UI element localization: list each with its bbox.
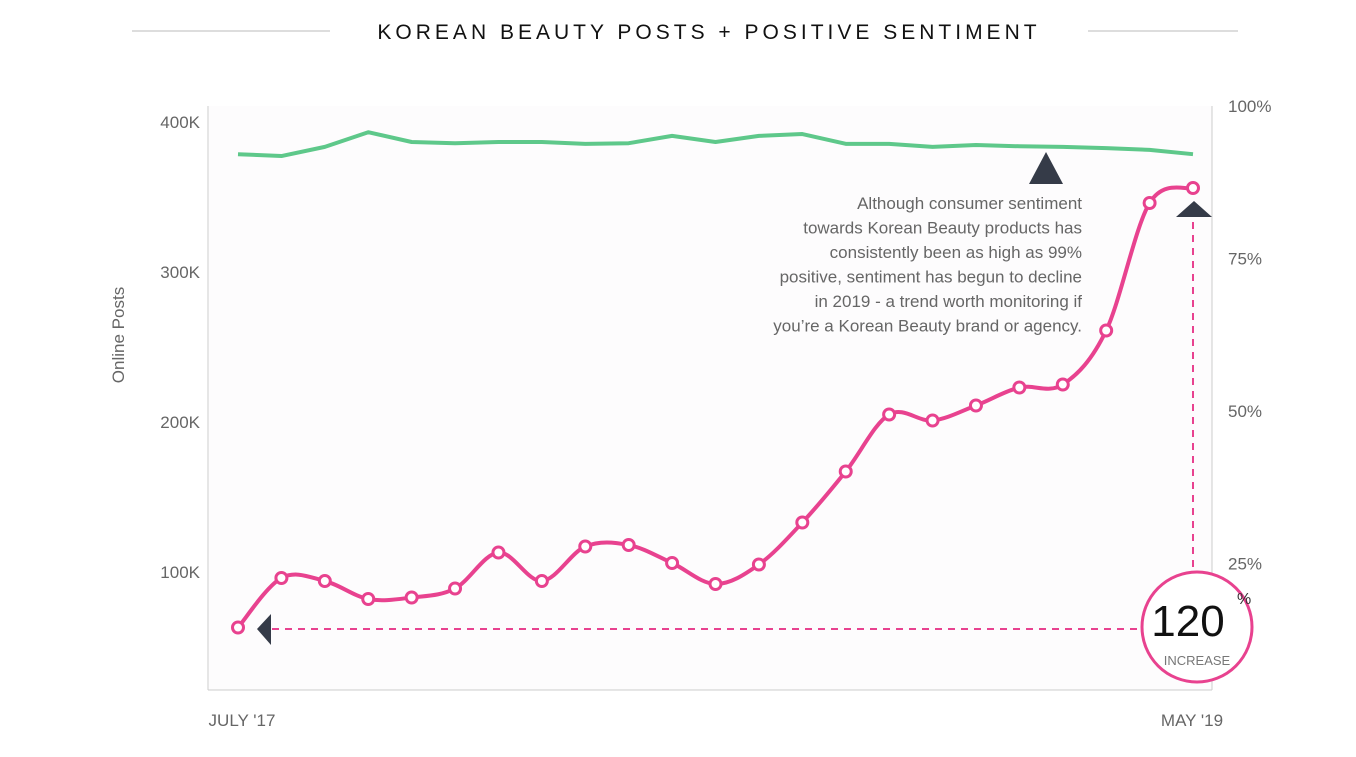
y-right-tick: 25%: [1228, 555, 1262, 574]
y-left-tick: 100K: [160, 563, 200, 582]
note-line: towards Korean Beauty products has: [803, 219, 1082, 238]
badge-unit: %: [1237, 591, 1251, 608]
posts-point: [534, 574, 549, 588]
posts-point: [491, 545, 506, 560]
y-left-tick: 300K: [160, 263, 200, 282]
chart-title: KOREAN BEAUTY POSTS + POSITIVE SENTIMENT: [377, 21, 1040, 44]
note-line: you’re a Korean Beauty brand or agency.: [773, 317, 1082, 336]
posts-point: [708, 577, 723, 591]
posts-point: [838, 464, 853, 479]
posts-point: [665, 556, 680, 570]
posts-point: [925, 413, 940, 428]
posts-point: [448, 581, 463, 596]
y-right-tick: 75%: [1228, 250, 1262, 269]
posts-point: [1142, 196, 1157, 210]
posts-point: [578, 539, 593, 554]
posts-point: [1186, 181, 1200, 195]
posts-point: [274, 571, 289, 585]
annotation-note: Although consumer sentiment towards Korea…: [773, 194, 1082, 336]
posts-point: [621, 538, 636, 552]
posts-point: [231, 620, 245, 635]
sentiment-line: [237, 130, 1194, 159]
note-line: in 2019 - a trend worth monitoring if: [815, 292, 1083, 311]
note-line: positive, sentiment has begun to decline: [780, 268, 1082, 287]
badge-label: INCREASE: [1164, 653, 1231, 668]
posts-point: [317, 574, 332, 588]
y-axis-label: Online Posts: [109, 287, 128, 383]
y-right-tick: 100%: [1228, 97, 1271, 116]
sentiment-pointer-triangle: [1029, 152, 1063, 184]
posts-point: [882, 407, 897, 422]
y-right-tick: 50%: [1228, 402, 1262, 421]
badge-value: 120: [1151, 597, 1224, 646]
note-line: Although consumer sentiment: [857, 194, 1082, 213]
posts-point: [1099, 323, 1114, 338]
posts-point: [1055, 377, 1070, 392]
x-tick-end: MAY '19: [1161, 711, 1223, 730]
y-left-tick: 200K: [160, 413, 200, 432]
posts-point: [795, 515, 810, 530]
x-tick-start: JULY '17: [209, 711, 276, 730]
peak-pointer-triangle: [1176, 201, 1212, 217]
increase-badge: [1140, 570, 1254, 684]
posts-point: [968, 398, 983, 413]
posts-point: [751, 557, 766, 572]
posts-point: [361, 592, 376, 606]
start-pointer-triangle: [257, 614, 271, 645]
posts-line: [236, 185, 1194, 629]
posts-point: [1012, 380, 1027, 395]
note-line: consistently been as high as 99%: [830, 243, 1082, 262]
plot-area: [209, 106, 1212, 690]
posts-point: [404, 590, 419, 605]
y-left-tick: 400K: [160, 113, 200, 132]
